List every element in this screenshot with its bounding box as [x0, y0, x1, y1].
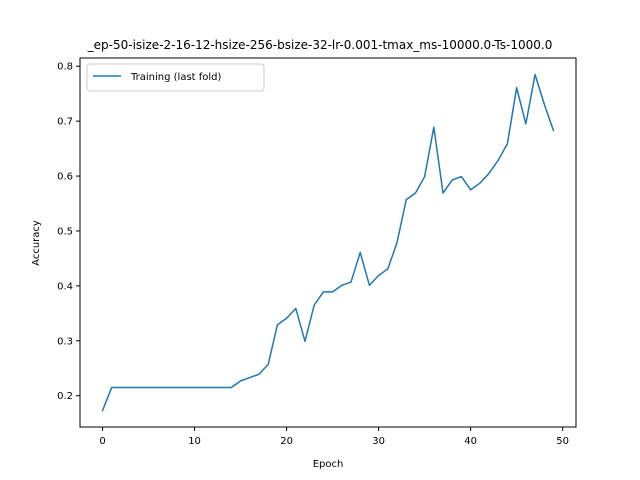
y-tick-label: 0.8: [57, 62, 73, 73]
x-axis-label: Epoch: [313, 459, 344, 470]
y-tick-label: 0.6: [57, 172, 73, 183]
x-tick-label: 0: [99, 436, 105, 447]
x-tick-label: 30: [372, 436, 385, 447]
series-line: [101, 73, 555, 412]
legend-frame: [86, 63, 265, 92]
x-tick-label: 10: [188, 436, 201, 447]
y-axis: 0.2 0.3 0.4 0.5 0.6 0.7 0.8: [57, 62, 80, 402]
y-axis-label: Accuracy: [31, 220, 42, 266]
x-tick-label: 20: [280, 436, 293, 447]
y-tick-label: 0.2: [57, 391, 73, 402]
axes-frame: [79, 57, 577, 428]
y-tick-label: 0.3: [57, 336, 73, 347]
x-tick-label: 40: [464, 436, 477, 447]
y-tick-label: 0.5: [57, 226, 73, 237]
y-tick-label: 0.4: [57, 281, 73, 292]
x-axis: 0 10 20 30 40 50: [99, 427, 569, 447]
x-tick-label: 50: [556, 436, 569, 447]
series-layer: [101, 73, 555, 412]
legend-label: Training (last fold): [130, 72, 222, 83]
chart-title: _ep-50-isize-2-16-12-hsize-256-bsize-32-…: [87, 38, 553, 52]
y-tick-label: 0.7: [57, 117, 73, 128]
legend: Training (last fold): [86, 63, 265, 92]
